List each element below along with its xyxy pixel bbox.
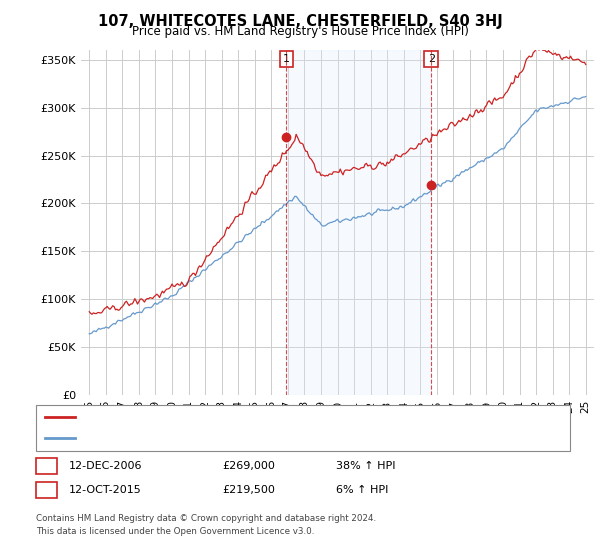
Text: 107, WHITECOTES LANE, CHESTERFIELD, S40 3HJ (detached house): 107, WHITECOTES LANE, CHESTERFIELD, S40 …	[81, 412, 433, 422]
Text: Contains HM Land Registry data © Crown copyright and database right 2024.
This d: Contains HM Land Registry data © Crown c…	[36, 514, 376, 535]
Text: HPI: Average price, detached house, Chesterfield: HPI: Average price, detached house, Ches…	[81, 433, 337, 444]
Text: 38% ↑ HPI: 38% ↑ HPI	[336, 461, 395, 471]
Text: 1: 1	[283, 54, 290, 64]
Text: 2: 2	[43, 485, 50, 495]
Text: Price paid vs. HM Land Registry's House Price Index (HPI): Price paid vs. HM Land Registry's House …	[131, 25, 469, 38]
Text: 6% ↑ HPI: 6% ↑ HPI	[336, 485, 388, 495]
Text: 2: 2	[428, 54, 435, 64]
Text: 107, WHITECOTES LANE, CHESTERFIELD, S40 3HJ: 107, WHITECOTES LANE, CHESTERFIELD, S40 …	[98, 14, 502, 29]
Text: 12-OCT-2015: 12-OCT-2015	[69, 485, 142, 495]
Text: £219,500: £219,500	[222, 485, 275, 495]
Text: £269,000: £269,000	[222, 461, 275, 471]
Text: 12-DEC-2006: 12-DEC-2006	[69, 461, 143, 471]
Bar	[286, 50, 431, 395]
Text: 1: 1	[43, 461, 50, 471]
